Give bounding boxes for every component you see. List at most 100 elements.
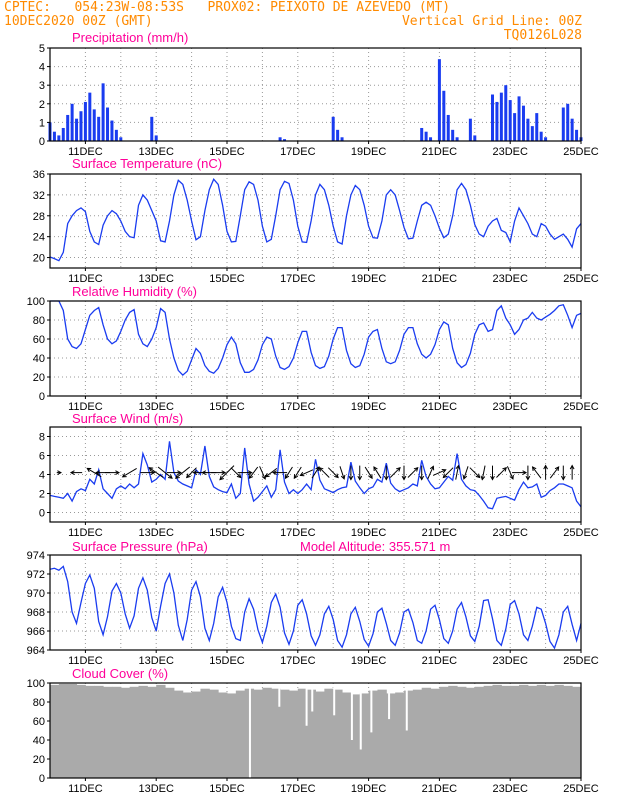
wind-arrow [506, 466, 514, 480]
x-tick-label: 21DEC [422, 273, 458, 285]
precip-bar [331, 116, 335, 141]
cloud-bar [253, 689, 263, 778]
wind-arrow-head [429, 465, 435, 471]
wind-arrow-shaft [86, 467, 102, 478]
y-tick-label: 36 [33, 169, 45, 181]
wind-arrow-shaft [157, 466, 173, 479]
x-tick-label: 19DEC [351, 655, 387, 667]
wind-arrow-shaft [389, 467, 401, 478]
precip-bar [61, 127, 65, 141]
wind-arrow-head [185, 473, 191, 479]
x-tick-label: 11DEC [68, 401, 103, 413]
wind-arrow-head [531, 466, 537, 472]
wind-arrow [364, 466, 373, 480]
wind-arrow-shaft [364, 466, 373, 479]
x-tick-label: 11DEC [68, 146, 103, 158]
wind-arrow [373, 466, 382, 479]
x-tick-label: 17DEC [280, 146, 316, 158]
wind-arrow-shaft [469, 467, 481, 478]
wind-arrow [166, 470, 182, 475]
y-tick-label: 32 [33, 190, 45, 202]
wind-arrow [496, 466, 507, 478]
wind-arrow [56, 470, 62, 475]
cloud-gap [350, 684, 353, 740]
x-tick-label: 21DEC [422, 527, 458, 539]
x-tick-label: 19DEC [351, 401, 387, 413]
header-line1: CPTEC: 054:23W-08:53S PROX02: PEIXOTO DE… [4, 0, 451, 15]
wind-arrow [248, 466, 259, 480]
y-tick-label: 60 [33, 334, 45, 346]
cloud-bar [138, 685, 148, 778]
precip-bar [530, 126, 534, 141]
cloud-bar [465, 687, 476, 778]
cloud-bar [395, 692, 405, 778]
panel-2: 0 20 40 60 80 100 11DEC 13DEC 15DEC 17DEC 19DEC 21D… [27, 284, 599, 413]
cloud-bar [333, 689, 343, 778]
wind-arrow [490, 465, 495, 481]
x-tick-label: 23DEC [492, 655, 528, 667]
wind-arrow-shaft [407, 467, 419, 478]
panel-5: 0 20 40 60 80 100 11DEC 13DEC 15DEC 17DEC 19DEC 21D… [27, 666, 599, 795]
wind-arrow-head [299, 471, 305, 477]
wind-arrow-shaft [265, 467, 278, 478]
cloud-bar [235, 690, 246, 778]
wind-arrow-head [272, 470, 277, 475]
cloud-bar [572, 686, 582, 778]
wind-arrow-head [150, 470, 156, 475]
cloud-bar [483, 685, 493, 778]
cloud-bar [209, 689, 219, 778]
x-tick-label: 23DEC [492, 273, 528, 285]
x-tick-label: 13DEC [138, 655, 174, 667]
wind-arrow [174, 466, 191, 479]
y-tick-label: 4 [39, 470, 45, 482]
panel-frame [49, 47, 582, 142]
cloud-bar [120, 687, 131, 778]
wind-arrow-head [177, 470, 182, 475]
y-tick-label: 4 [39, 62, 45, 74]
cloud-bar [350, 694, 361, 778]
wind-arrow-head [174, 474, 180, 479]
precip-bar [539, 131, 543, 141]
x-tick-label: 25DEC [563, 401, 599, 413]
wind-arrow [185, 467, 197, 479]
wind-arrow-head [293, 474, 299, 480]
cloud-bar [359, 693, 370, 778]
wind-arrow [299, 469, 314, 477]
wind-arrow-shaft [455, 465, 459, 480]
wind-arrow [348, 465, 354, 481]
wind-arrow-shaft [427, 466, 434, 480]
wind-arrow-head [284, 474, 290, 480]
wind-arrow [549, 466, 560, 479]
wind-arrow [121, 467, 137, 478]
cloud-bar [218, 692, 228, 778]
x-tick-label: 25DEC [563, 655, 599, 667]
precip-bar [521, 105, 525, 141]
wind-arrow-shaft [175, 466, 191, 479]
wind-arrow-shaft [463, 466, 469, 480]
x-tick-label: 25DEC [563, 273, 599, 285]
wind-arrow-head [441, 468, 447, 474]
wind-arrow-shaft [339, 466, 345, 480]
x-tick-label: 23DEC [492, 401, 528, 413]
wind-arrow-head [219, 475, 224, 481]
panel-frame [49, 300, 582, 397]
cloud-bar [492, 684, 502, 778]
x-tick-label: 21DEC [422, 783, 458, 795]
x-tick-label: 25DEC [563, 783, 599, 795]
x-tick-label: 13DEC [138, 401, 174, 413]
x-tick-label: 11DEC [68, 655, 103, 667]
y-tick-label: 0 [39, 508, 45, 520]
wind-arrow-head [236, 473, 242, 479]
wind-arrow-shaft [300, 469, 314, 476]
x-tick-label: 19DEC [351, 527, 387, 539]
wind-arrow-head [554, 466, 560, 472]
x-tick-label: 19DEC [351, 273, 387, 285]
series-line [49, 177, 582, 262]
cloud-bar [129, 686, 139, 778]
wind-arrow-head [396, 466, 401, 472]
wind-arrow-head [480, 475, 486, 481]
x-tick-label: 25DEC [563, 146, 599, 158]
wind-arrow [480, 465, 486, 481]
cloud-bar [165, 687, 175, 778]
